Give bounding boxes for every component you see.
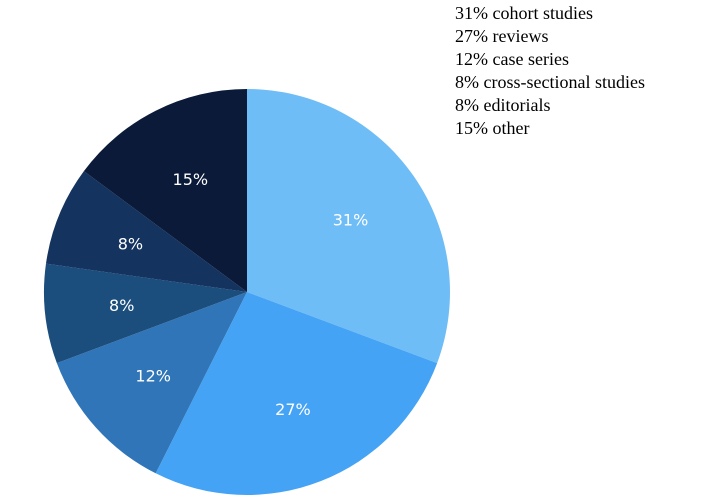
legend-entry-other: 15% other bbox=[455, 118, 530, 138]
pie-slice-cross-sectional-studies bbox=[44, 263, 247, 364]
legend-entry-case-series: 12% case series bbox=[455, 49, 569, 69]
slice-label-reviews: 27% bbox=[275, 400, 311, 419]
legend-entry-cross-sectional-studies: 8% cross-sectional studies bbox=[455, 72, 645, 92]
legend-entry-editorials: 8% editorials bbox=[455, 95, 551, 115]
slice-label-case-series: 12% bbox=[135, 367, 171, 386]
pie-slice-other bbox=[83, 89, 247, 292]
legend: 31% cohort studies 27% reviews 12% case … bbox=[455, 2, 645, 140]
pie-slices bbox=[44, 89, 451, 496]
slice-label-cohort-studies: 31% bbox=[333, 211, 369, 230]
pie-slice-editorials bbox=[45, 171, 247, 292]
slice-label-other: 15% bbox=[173, 170, 209, 189]
pie-slice-cohort-studies bbox=[247, 89, 451, 364]
legend-entry-cohort-studies: 31% cohort studies bbox=[455, 3, 593, 23]
pie-slice-case-series bbox=[56, 292, 247, 474]
slice-label-cross-sectional-studies: 8% bbox=[109, 296, 134, 315]
pie-slice-labels: 31% 27% 12% 8% 8% 15% bbox=[109, 170, 368, 419]
pie-slice-reviews bbox=[155, 292, 438, 496]
slice-label-editorials: 8% bbox=[118, 235, 143, 254]
legend-entry-reviews: 27% reviews bbox=[455, 26, 549, 46]
